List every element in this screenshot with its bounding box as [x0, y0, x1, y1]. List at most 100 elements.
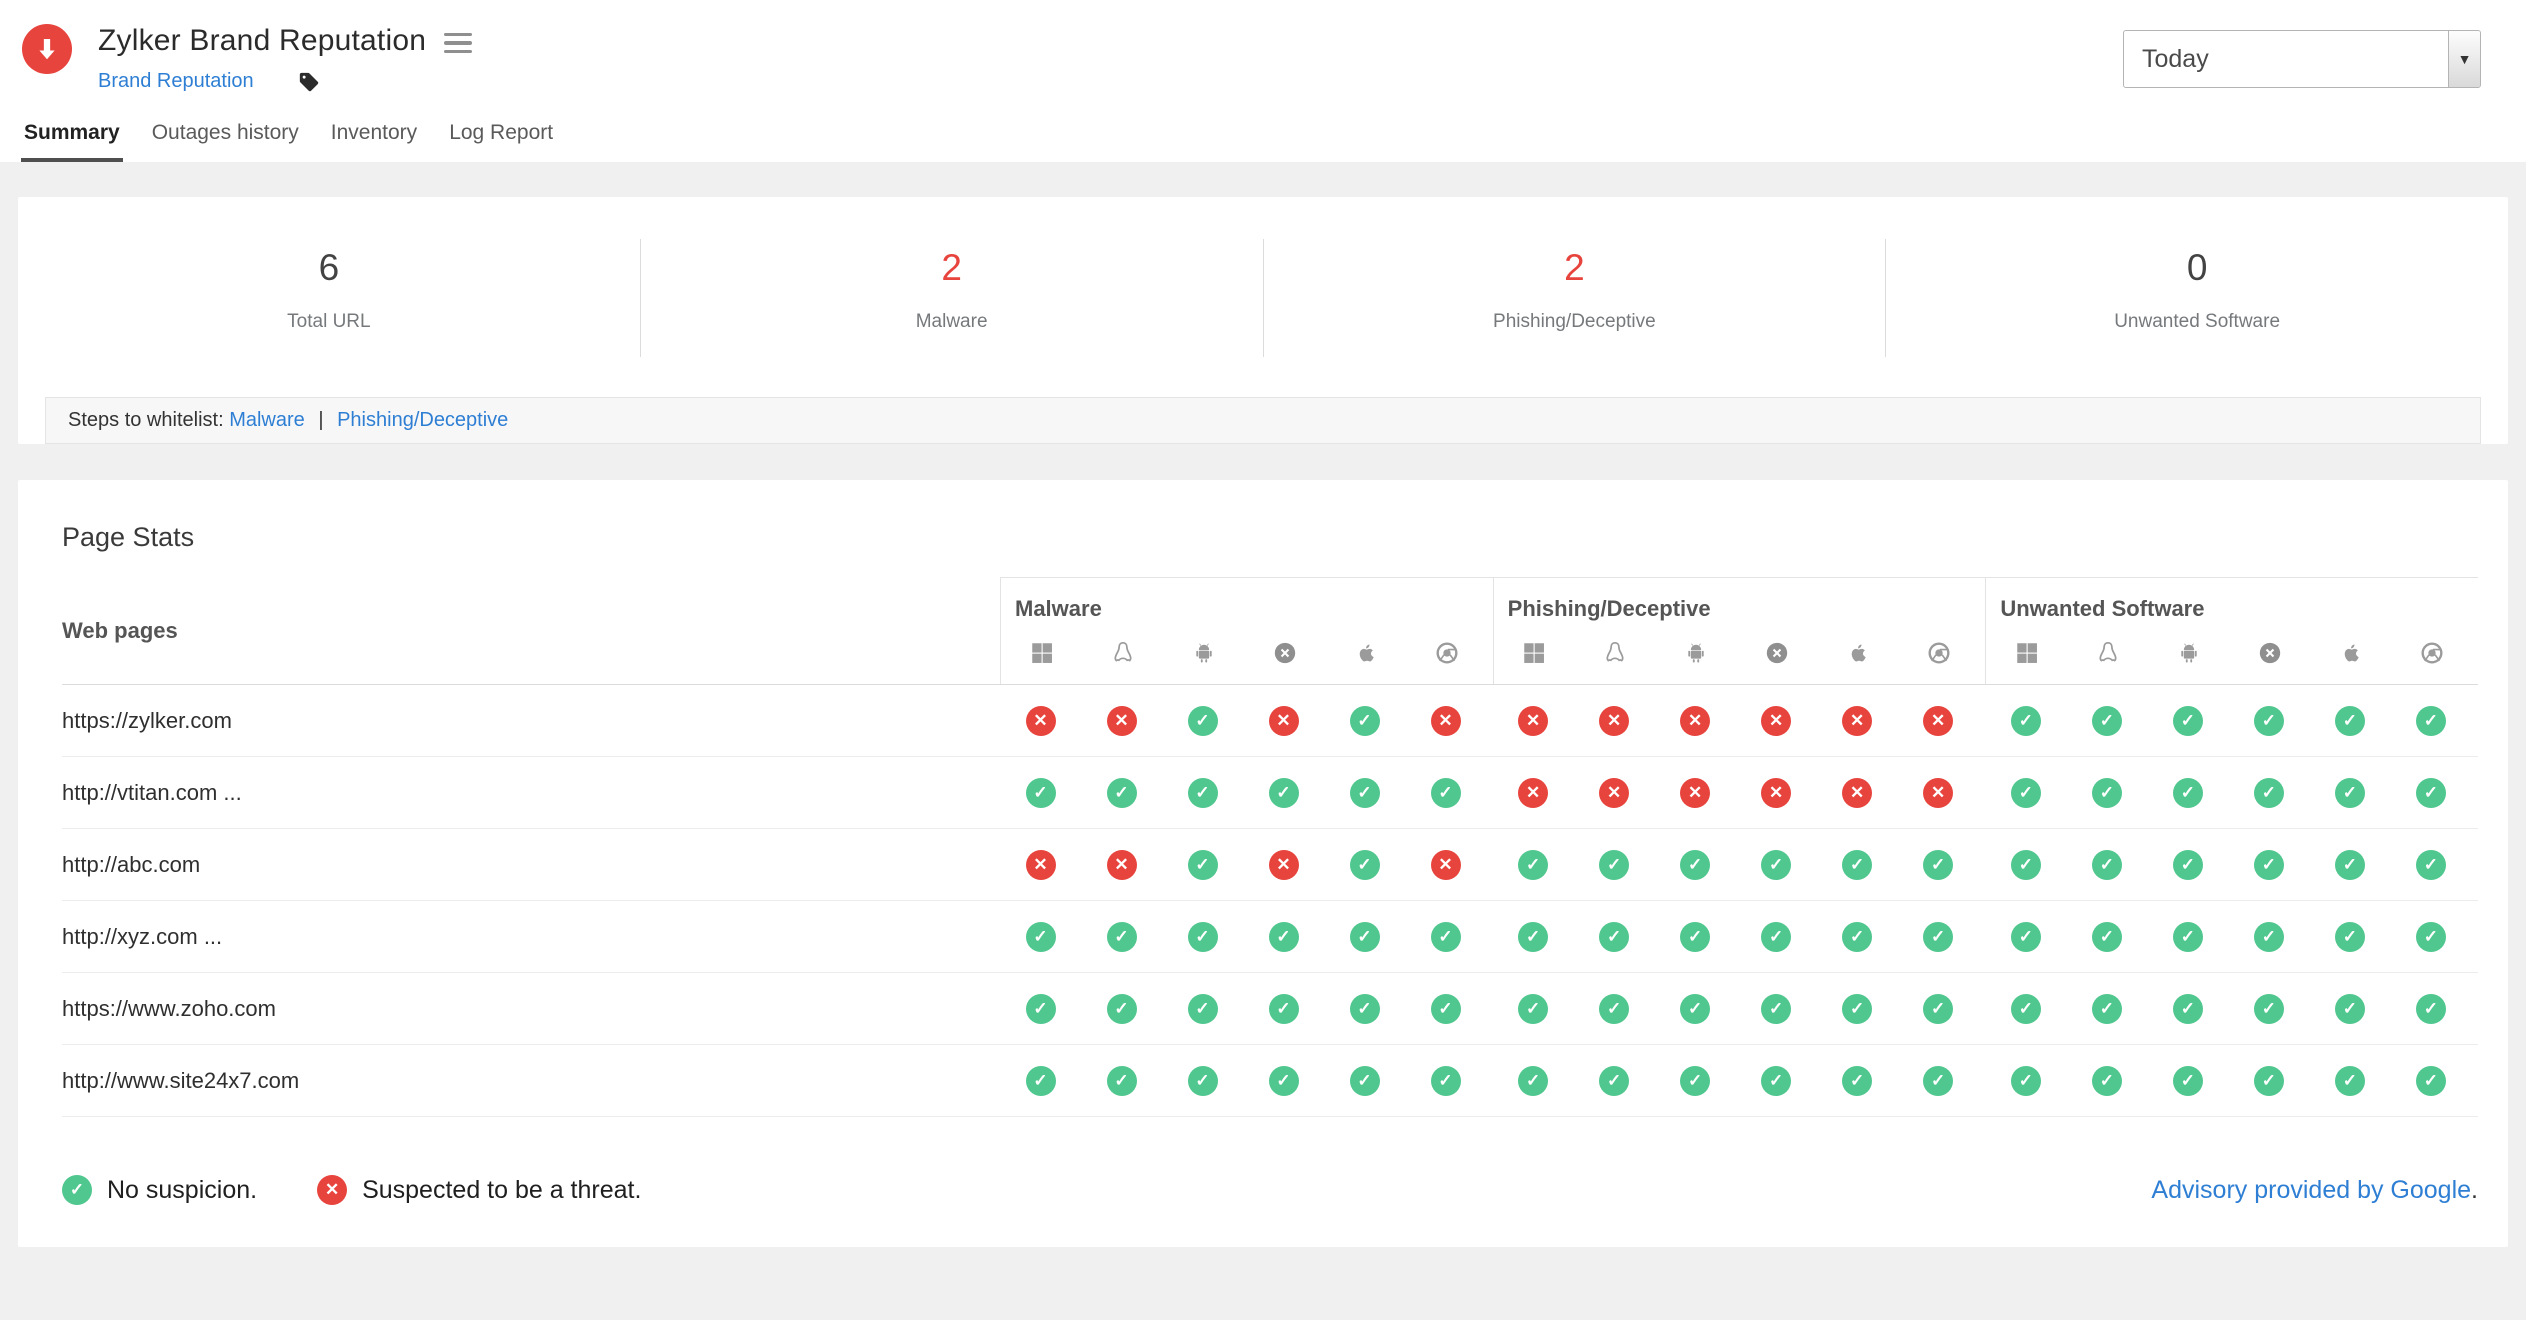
page-stats-title: Page Stats [62, 522, 2478, 553]
no-suspicion-icon: ✓ [2011, 922, 2041, 952]
no-suspicion-icon: ✓ [1842, 922, 1872, 952]
monitor-status-down-icon [22, 24, 72, 74]
legend: ✓ No suspicion. ✕ Suspected to be a thre… [62, 1175, 2478, 1205]
group-unwanted-software: Unwanted Software [1985, 578, 2478, 684]
date-range-select[interactable]: Today ▼ [2123, 30, 2481, 88]
status-cell: ✕ [1655, 706, 1736, 736]
status-group-phishing-deceptive: ✕✕✕✕✕✕ [1493, 706, 1986, 736]
no-suspicion-icon: ✓ [1923, 922, 1953, 952]
android-icon [1163, 640, 1244, 666]
no-suspicion-icon: ✓ [1923, 994, 1953, 1024]
status-group-unwanted-software: ✓✓✓✓✓✓ [1985, 922, 2478, 952]
status-cell: ✓ [1817, 994, 1898, 1024]
windows-icon [1494, 640, 1575, 666]
breadcrumb-brand-reputation[interactable]: Brand Reputation [98, 70, 254, 93]
status-group-unwanted-software: ✓✓✓✓✓✓ [1985, 778, 2478, 808]
tab-log-report[interactable]: Log Report [446, 121, 556, 162]
title-block: Zylker Brand Reputation Brand Reputation [98, 24, 472, 93]
no-suspicion-icon: ✓ [1518, 994, 1548, 1024]
status-cell: ✕ [1493, 706, 1574, 736]
no-suspicion-icon: ✓ [2254, 778, 2284, 808]
advisory-suffix: . [2471, 1176, 2478, 1204]
status-group-unwanted-software: ✓✓✓✓✓✓ [1985, 706, 2478, 736]
threat-icon: ✕ [1842, 778, 1872, 808]
no-suspicion-icon: ✓ [2254, 994, 2284, 1024]
table-row: https://zylker.com✕✕✓✕✓✕✕✕✕✕✕✕✓✓✓✓✓✓ [62, 685, 2478, 757]
no-suspicion-icon: ✓ [1599, 1066, 1629, 1096]
status-cell: ✓ [2390, 778, 2471, 808]
status-cell: ✓ [1736, 922, 1817, 952]
tab-summary[interactable]: Summary [21, 121, 123, 162]
threat-icon: ✕ [1518, 706, 1548, 736]
status-cell: ✓ [2390, 706, 2471, 736]
status-cell: ✓ [2066, 994, 2147, 1024]
page-stats-table: Web pages Malware Phishing/Deceptive Unw… [62, 577, 2478, 1117]
threat-icon: ✕ [1107, 850, 1137, 880]
osx-icon [2229, 640, 2310, 666]
status-cell: ✓ [1081, 994, 1162, 1024]
threat-icon: ✕ [1107, 706, 1137, 736]
no-suspicion-icon: ✓ [1026, 778, 1056, 808]
status-cell: ✓ [2228, 778, 2309, 808]
status-cell: ✓ [2390, 994, 2471, 1024]
whitelist-link-malware[interactable]: Malware [229, 409, 305, 431]
status-group-phishing-deceptive: ✕✕✕✕✕✕ [1493, 778, 1986, 808]
no-suspicion-icon: ✓ [2173, 1066, 2203, 1096]
whitelist-separator: | [318, 409, 323, 431]
no-suspicion-icon: ✓ [2335, 1066, 2365, 1096]
web-page-url: https://zylker.com [62, 708, 1000, 734]
no-suspicion-icon: ✓ [1599, 850, 1629, 880]
advisory-link[interactable]: Advisory provided by Google [2151, 1176, 2471, 1204]
no-suspicion-icon: ✓ [2092, 778, 2122, 808]
no-suspicion-icon: ✓ [1518, 1066, 1548, 1096]
status-cell: ✕ [1243, 850, 1324, 880]
web-page-url: https://www.zoho.com [62, 996, 1000, 1022]
status-cell: ✓ [1243, 1066, 1324, 1096]
whitelist-link-phishing[interactable]: Phishing/Deceptive [337, 409, 508, 431]
status-cell: ✓ [1081, 922, 1162, 952]
status-cell: ✓ [1000, 778, 1081, 808]
status-cell: ✕ [1081, 850, 1162, 880]
status-cell: ✓ [1817, 922, 1898, 952]
whitelist-steps: Steps to whitelist: Malware | Phishing/D… [45, 397, 2481, 444]
web-page-url: http://abc.com [62, 852, 1000, 878]
status-cell: ✓ [1985, 994, 2066, 1024]
status-cell: ✓ [2309, 922, 2390, 952]
advisory: Advisory provided by Google. [2151, 1176, 2478, 1205]
hamburger-menu-icon[interactable] [444, 29, 472, 54]
no-suspicion-icon: ✓ [1107, 922, 1137, 952]
no-suspicion-icon: ✓ [2416, 706, 2446, 736]
no-suspicion-icon: ✓ [2173, 706, 2203, 736]
web-page-url: http://vtitan.com ... [62, 780, 1000, 806]
threat-icon: ✕ [1599, 778, 1629, 808]
tab-outages-history[interactable]: Outages history [149, 121, 302, 162]
status-cell: ✓ [1324, 922, 1405, 952]
status-group-unwanted-software: ✓✓✓✓✓✓ [1985, 994, 2478, 1024]
no-suspicion-icon: ✓ [2011, 1066, 2041, 1096]
table-row: https://www.zoho.com✓✓✓✓✓✓✓✓✓✓✓✓✓✓✓✓✓✓ [62, 973, 2478, 1045]
status-cell: ✓ [2066, 706, 2147, 736]
no-suspicion-icon: ✓ [1431, 778, 1461, 808]
table-row: http://abc.com✕✕✓✕✓✕✓✓✓✓✓✓✓✓✓✓✓✓ [62, 829, 2478, 901]
status-cell: ✕ [1081, 706, 1162, 736]
no-suspicion-icon: ✓ [1269, 994, 1299, 1024]
stat-unwanted-software-label: Unwanted Software [1886, 311, 2508, 333]
status-cell: ✓ [2390, 922, 2471, 952]
no-suspicion-icon: ✓ [2254, 706, 2284, 736]
status-cell: ✓ [1000, 922, 1081, 952]
status-cell: ✕ [1574, 706, 1655, 736]
status-cell: ✓ [1405, 994, 1486, 1024]
status-cell: ✓ [1162, 850, 1243, 880]
threat-icon: ✕ [1923, 778, 1953, 808]
no-suspicion-icon: ✓ [1350, 1066, 1380, 1096]
status-cell: ✓ [1985, 922, 2066, 952]
tag-icon[interactable] [298, 71, 320, 93]
windows-icon [1001, 640, 1082, 666]
no-suspicion-icon: ✓ [1188, 922, 1218, 952]
osx-icon [1737, 640, 1818, 666]
tab-inventory[interactable]: Inventory [328, 121, 420, 162]
status-cell: ✓ [1243, 922, 1324, 952]
no-suspicion-icon: ✓ [2173, 922, 2203, 952]
no-suspicion-icon: ✓ [1518, 922, 1548, 952]
no-suspicion-icon: ✓ [1026, 1066, 1056, 1096]
